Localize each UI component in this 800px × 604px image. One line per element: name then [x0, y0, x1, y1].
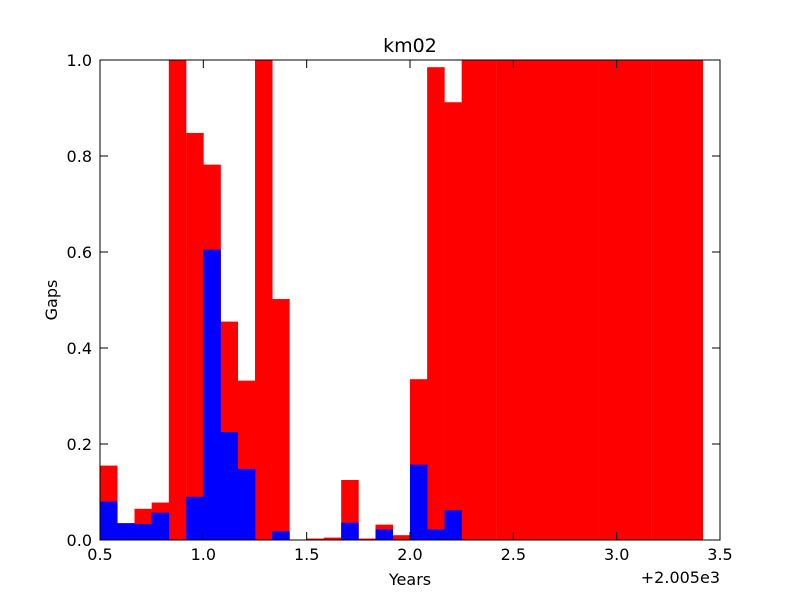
series-blue-bars [100, 249, 463, 540]
y-axis-label: Gaps [42, 280, 61, 321]
y-tick-label: 0.0 [67, 531, 92, 550]
bar-red-33 [668, 60, 686, 540]
bar-red-12 [306, 538, 325, 540]
x-tick-label: 2.0 [397, 545, 422, 564]
y-tick-label: 0.2 [67, 435, 92, 454]
bar-blue-18 [410, 464, 428, 540]
bar-blue-0 [100, 501, 118, 540]
series-red-bars [100, 60, 704, 541]
bar-blue-16 [375, 529, 394, 540]
bar-blue-20 [444, 510, 463, 540]
bar-red-21 [461, 60, 480, 540]
bar-red-19 [427, 67, 445, 540]
bar-red-4 [168, 60, 187, 540]
bar-blue-7 [220, 432, 239, 540]
bar-red-17 [392, 535, 411, 540]
y-tick-label: 0.4 [67, 339, 92, 358]
bar-red-24 [513, 60, 531, 540]
bar-red-15 [358, 538, 376, 540]
x-tick-label: 0.5 [87, 545, 112, 564]
bar-red-23 [496, 60, 514, 540]
bar-blue-10 [272, 531, 290, 540]
bar-red-34 [685, 60, 704, 540]
bar-red-28 [582, 60, 600, 540]
x-tick-label: 3.5 [707, 545, 732, 564]
x-tick-label: 1.0 [191, 545, 216, 564]
bar-red-32 [651, 60, 669, 540]
bar-blue-3 [151, 512, 170, 540]
axis-ticks: 0.5 1.0 1.5 2.0 2.5 3.0 3.5 0.0 0.2 0.4 0.6 0.8 1.0 [67, 51, 733, 564]
x-tick-label: 3.0 [604, 545, 629, 564]
bar-blue-8 [237, 468, 256, 540]
bar-red-10 [272, 299, 290, 540]
x-axis-offset-label: +2.005e3 [641, 568, 720, 587]
x-tick-label: 2.5 [501, 545, 526, 564]
y-tick-label: 0.8 [67, 147, 92, 166]
bar-blue-5 [186, 496, 204, 540]
bar-blue-2 [134, 524, 153, 540]
bar-red-30 [616, 60, 635, 540]
bar-red-9 [255, 60, 273, 540]
bar-blue-19 [427, 529, 445, 540]
bar-red-26 [547, 60, 566, 540]
bar-red-13 [323, 537, 342, 540]
y-tick-label: 1.0 [67, 51, 92, 70]
chart-title: km02 [383, 35, 437, 57]
bar-blue-1 [117, 523, 135, 540]
bar-red-27 [565, 60, 583, 540]
bar-red-25 [530, 60, 549, 540]
bar-red-22 [478, 60, 497, 540]
x-tick-label: 1.5 [294, 545, 319, 564]
bar-red-31 [633, 60, 652, 540]
bar-blue-6 [203, 249, 221, 540]
bar-red-5 [186, 132, 204, 540]
x-axis-label: Years [388, 570, 431, 589]
bar-red-20 [444, 102, 463, 541]
bar-blue-14 [341, 522, 359, 540]
y-tick-label: 0.6 [67, 243, 92, 262]
bar-red-29 [599, 60, 618, 540]
